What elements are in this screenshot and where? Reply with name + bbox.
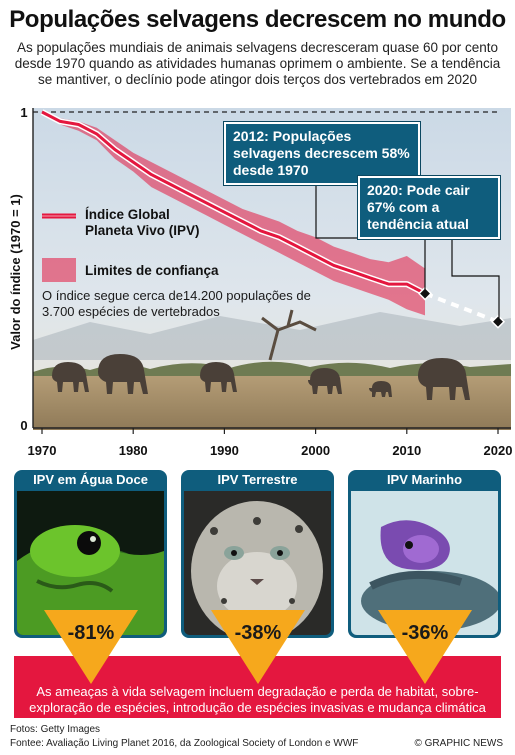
chart-note: O índice segue cerca de14.200 populações… bbox=[42, 288, 311, 319]
legend-line-label: Índice Global Planeta Vivo (IPV) bbox=[85, 207, 200, 238]
marine-decline-marker bbox=[378, 610, 472, 684]
terrestrial-decline-value: -38% bbox=[234, 622, 282, 644]
x-tick-label: 2020 bbox=[484, 443, 513, 458]
annotation-2020: 2020: Pode cair 67% com a tendência atua… bbox=[358, 176, 500, 239]
x-tick-label: 2000 bbox=[301, 443, 330, 458]
marine-decline-value: -36% bbox=[401, 622, 449, 644]
terrestrial-decline-marker bbox=[211, 610, 305, 684]
elephant-silhouettes bbox=[52, 354, 470, 400]
x-axis-ticks: 1970 1980 1990 2000 2010 2020 bbox=[28, 428, 513, 458]
x-tick-label: 2010 bbox=[392, 443, 421, 458]
freshwater-decline-marker bbox=[44, 610, 138, 684]
y-axis-label: Valor do índice (1970 = 1) bbox=[8, 194, 23, 350]
threats-text: As ameaças à vida selvagem incluem degra… bbox=[29, 684, 486, 715]
x-tick-label: 1980 bbox=[119, 443, 148, 458]
ipv-line bbox=[41, 110, 426, 295]
y-tick-label: 0 bbox=[20, 418, 27, 433]
panel-marine-title: IPV Marinho bbox=[386, 472, 463, 487]
x-tick-label: 1990 bbox=[210, 443, 239, 458]
marker-2020 bbox=[490, 314, 506, 329]
legend-band-swatch bbox=[42, 258, 76, 282]
panel-freshwater-title: IPV em Água Doce bbox=[33, 472, 148, 487]
freshwater-decline-value: -81% bbox=[67, 622, 115, 644]
distant-hills bbox=[33, 312, 511, 360]
annotation-2020-leader bbox=[451, 212, 500, 324]
legend-band-label: Limites de confiança bbox=[85, 263, 219, 278]
source-credit: Fontee: Avaliação Living Planet 2016, da… bbox=[10, 738, 359, 749]
y-axis-ticks: 10 bbox=[20, 105, 27, 433]
shrub-line bbox=[33, 361, 511, 376]
photo-credit: Fotos: Getty Images bbox=[10, 724, 101, 735]
panel-terrestrial-title: IPV Terrestre bbox=[217, 472, 298, 487]
dead-tree bbox=[261, 309, 317, 361]
annotation-2012: 2012: Populações selvagens decrescem 58%… bbox=[224, 122, 420, 185]
x-tick-label: 1970 bbox=[28, 443, 57, 458]
y-tick-label: 1 bbox=[20, 105, 27, 120]
page-title: Populações selvagens decrescem no mundo bbox=[9, 6, 506, 33]
brand-credit: © GRAPHIC NEWS bbox=[414, 738, 504, 749]
page-subtitle: As populações mundiais de animais selvag… bbox=[14, 40, 501, 87]
